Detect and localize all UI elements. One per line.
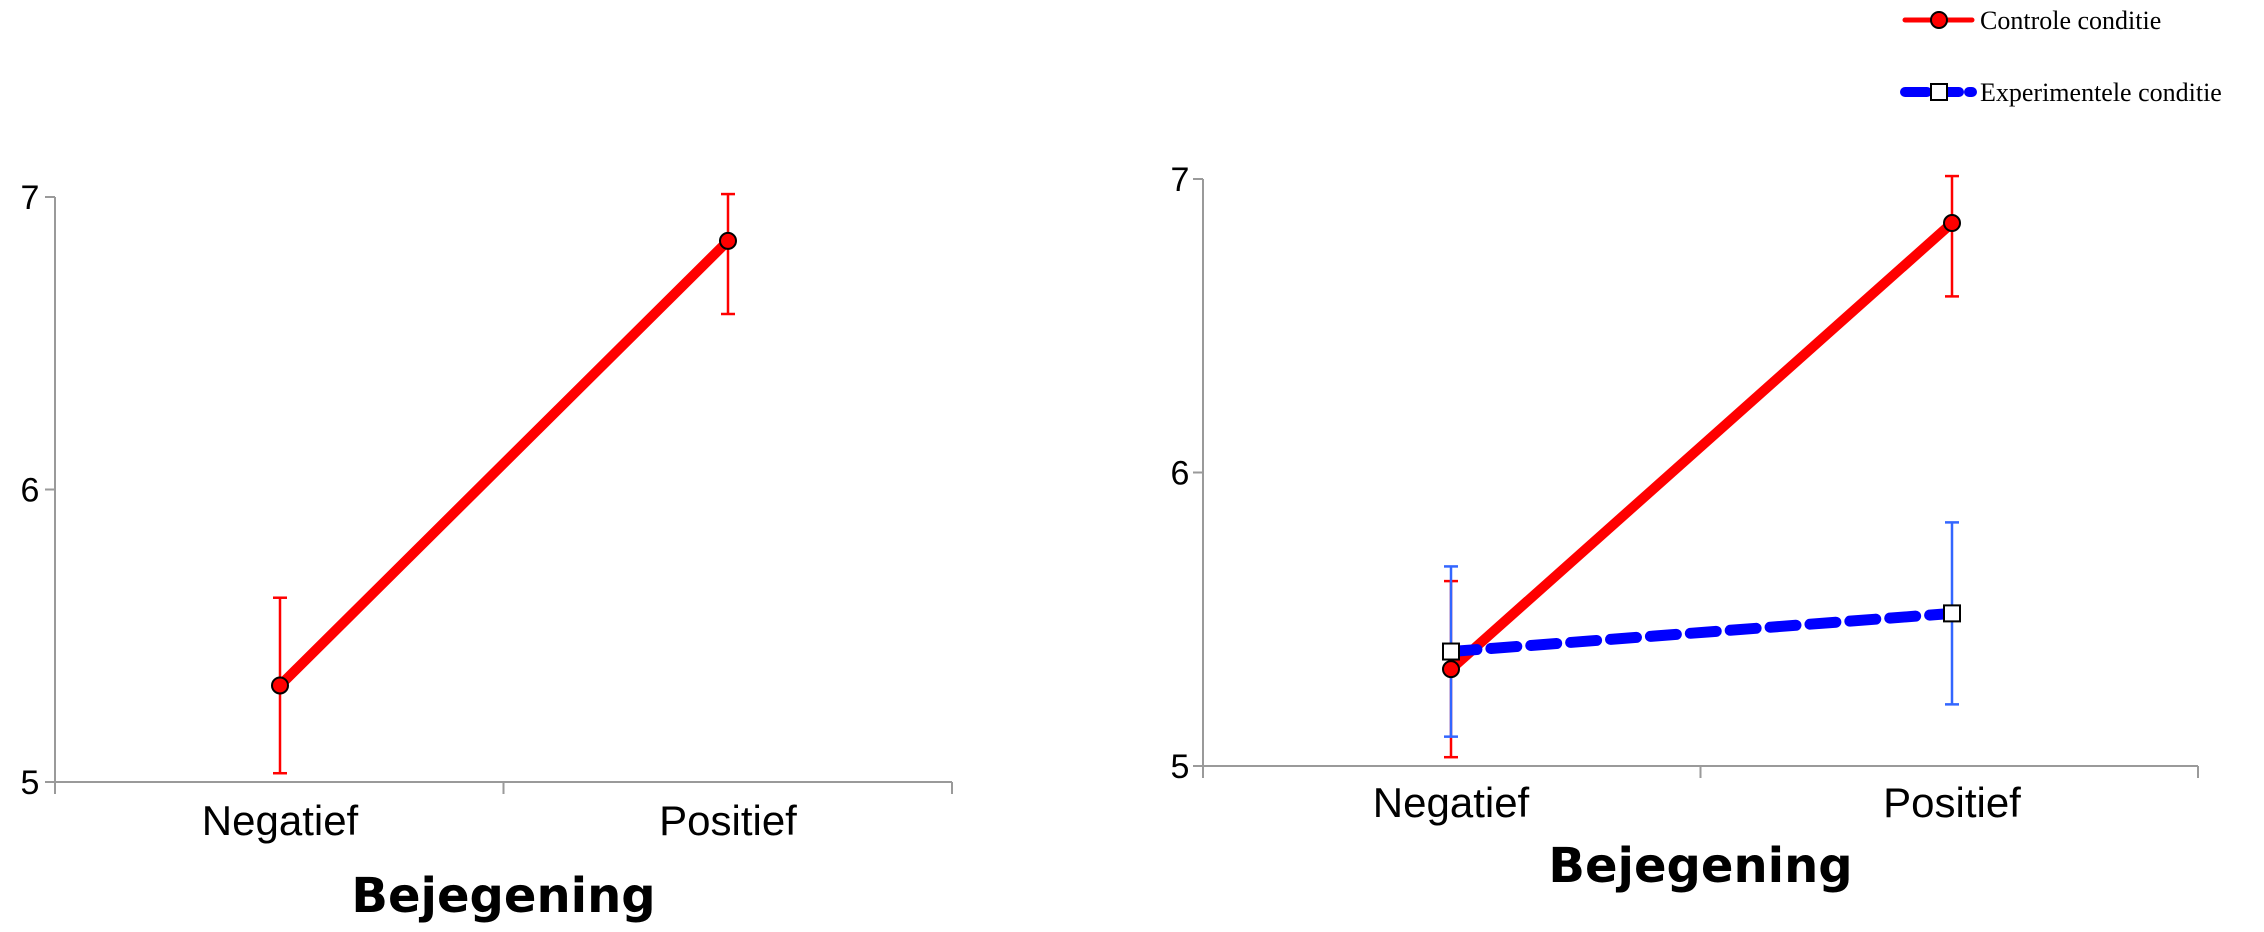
y-tick-label: 5 (1171, 748, 1190, 786)
chart-right: 5 6 7 Negatief Positief Bejegening (1171, 161, 2199, 894)
series-line-0 (1446, 218, 1957, 675)
y-tick-label: 6 (1171, 455, 1190, 493)
x-tick-label: Positief (659, 797, 797, 844)
y-tick-label: 6 (21, 472, 40, 510)
legend-swatch-marker (1930, 83, 1948, 101)
y-tick-label: 7 (21, 179, 40, 217)
legend-label: Experimentele conditie (1980, 78, 2222, 107)
x-tick-label: Negatief (1373, 779, 1530, 826)
x-tick-label: Positief (1883, 779, 2021, 826)
legend: Controle conditie Experimentele conditie (1900, 6, 2222, 107)
data-point (1943, 214, 1961, 233)
data-point (1442, 660, 1460, 679)
data-point (719, 231, 737, 250)
y-tick-label: 7 (1171, 161, 1190, 199)
data-point (1943, 604, 1961, 623)
x-axis-title: Bejegening (1548, 838, 1852, 894)
legend-swatch-marker (1930, 11, 1948, 29)
data-point (1442, 642, 1460, 661)
series-line-0 (275, 235, 733, 691)
x-tick-label: Negatief (202, 797, 359, 844)
x-axis-title: Bejegening (351, 868, 655, 924)
y-tick-label: 5 (21, 764, 40, 802)
series-line-1 (1445, 607, 1958, 658)
legend-label: Controle conditie (1980, 6, 2161, 35)
data-point (271, 676, 289, 695)
